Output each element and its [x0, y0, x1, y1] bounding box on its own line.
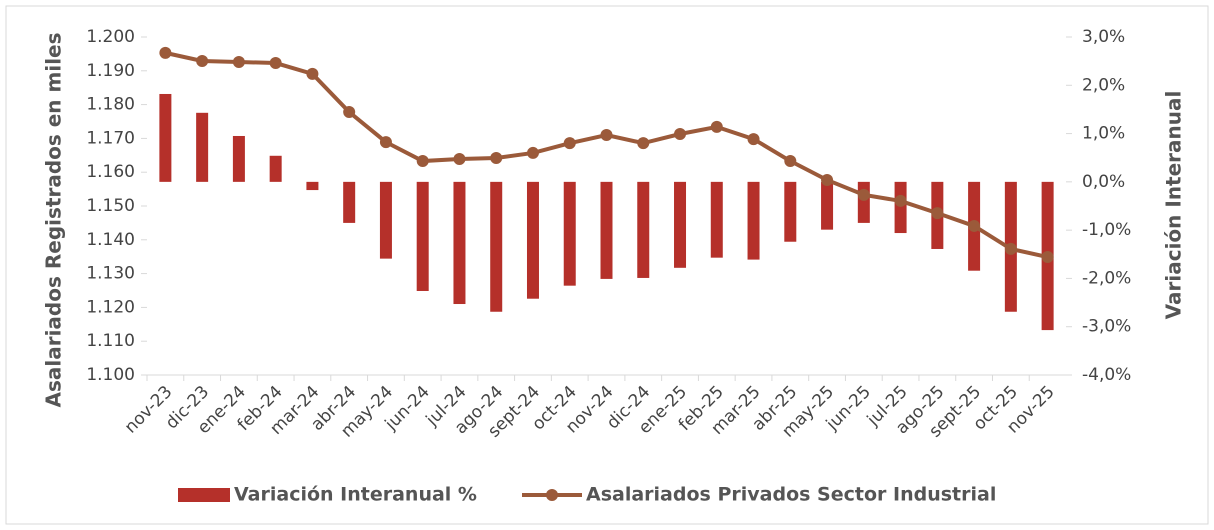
line-marker — [747, 133, 760, 146]
line-marker — [1041, 251, 1054, 264]
y2-tick-label: 3,0% — [1082, 27, 1125, 47]
bar — [379, 181, 392, 259]
y-axis-title: Asalariados Registrados en miles — [42, 32, 66, 407]
line-marker — [269, 57, 282, 70]
line-marker — [232, 56, 245, 69]
y2-axis-title: Variación Interanual — [1162, 91, 1186, 320]
bar — [526, 181, 539, 299]
line-marker — [710, 120, 723, 133]
bar — [747, 181, 760, 260]
line-marker — [416, 155, 429, 168]
bar — [563, 181, 576, 286]
bar — [710, 181, 723, 258]
legend-swatch — [178, 488, 230, 502]
line-marker — [968, 219, 981, 232]
bar — [490, 181, 503, 312]
line-marker — [931, 207, 944, 220]
bar — [306, 181, 319, 191]
bar — [159, 93, 172, 182]
y-tick-label: 1.150 — [86, 196, 135, 216]
line-marker — [306, 67, 319, 80]
bar — [894, 181, 907, 234]
y-tick-label: 1.110 — [86, 331, 135, 351]
y2-tick-label: -3,0% — [1082, 317, 1131, 337]
line-marker — [196, 54, 209, 67]
line-marker — [453, 153, 466, 166]
bar — [674, 181, 687, 268]
line-marker — [379, 136, 392, 149]
bar — [857, 181, 870, 223]
bar — [232, 135, 245, 182]
y-tick-label: 1.130 — [86, 264, 135, 284]
y2-tick-label: 1,0% — [1082, 124, 1125, 144]
y-tick-label: 1.120 — [86, 297, 135, 317]
bar — [600, 181, 613, 279]
y-tick-label: 1.140 — [86, 230, 135, 250]
y2-tick-label: -4,0% — [1082, 365, 1131, 385]
y-tick-label: 1.100 — [86, 365, 135, 385]
y2-tick-label: -2,0% — [1082, 268, 1131, 288]
y2-tick-label: 0,0% — [1082, 172, 1125, 192]
bar — [196, 112, 209, 182]
bar — [343, 181, 356, 223]
legend-marker — [546, 489, 558, 501]
line-marker — [159, 46, 172, 59]
line-marker — [857, 188, 870, 201]
bar — [784, 181, 797, 242]
line-marker — [784, 155, 797, 168]
y2-tick-label: 2,0% — [1082, 75, 1125, 95]
y-tick-label: 1.190 — [86, 61, 135, 81]
line-marker — [563, 137, 576, 150]
y-tick-label: 1.160 — [86, 162, 135, 182]
line-marker — [490, 152, 503, 165]
line-marker — [637, 137, 650, 150]
bar — [269, 155, 282, 182]
line-marker — [526, 146, 539, 159]
y-tick-label: 1.170 — [86, 128, 135, 148]
line-marker — [821, 173, 834, 186]
line-marker — [600, 129, 613, 142]
bar — [453, 181, 466, 305]
y2-tick-label: -1,0% — [1082, 220, 1131, 240]
legend-label: Variación Interanual % — [234, 484, 477, 506]
line-marker — [1004, 242, 1017, 255]
line-marker — [674, 128, 687, 141]
legend-label: Asalariados Privados Sector Industrial — [586, 484, 996, 506]
bar — [637, 181, 650, 278]
bar — [821, 181, 834, 230]
line-marker — [894, 194, 907, 207]
y-tick-label: 1.200 — [86, 27, 135, 47]
line-marker — [343, 106, 356, 119]
bar — [416, 181, 429, 291]
y-tick-label: 1.180 — [86, 95, 135, 115]
